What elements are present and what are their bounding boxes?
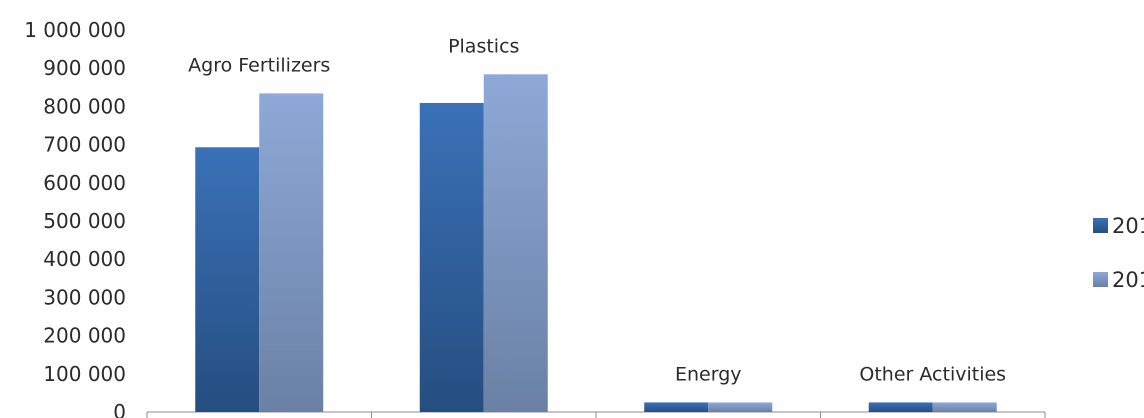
y-tick-label: 600 000 — [43, 171, 126, 195]
y-tick-label: 700 000 — [43, 133, 126, 157]
legend-label: 2016 — [1112, 214, 1144, 238]
legend-swatch — [1093, 272, 1108, 287]
category-label: Other Activities — [859, 363, 1006, 385]
bar-2016 — [195, 147, 260, 413]
category-label: Energy — [675, 363, 742, 385]
legend-swatch — [1093, 218, 1108, 233]
y-tick-label: 500 000 — [43, 209, 126, 233]
bar-2016 — [419, 102, 484, 412]
bar-2016 — [868, 402, 933, 412]
bar-2016 — [644, 402, 709, 412]
y-tick-label: 800 000 — [43, 94, 126, 118]
legend-label: 2015 — [1112, 268, 1144, 292]
bar-2015 — [708, 402, 773, 412]
y-tick-label: 0 — [113, 400, 126, 418]
y-tick-label: 100 000 — [43, 362, 126, 386]
y-tick-label: 200 000 — [43, 324, 126, 348]
category-label: Agro Fertilizers — [188, 54, 330, 76]
y-tick-label: 400 000 — [43, 247, 126, 271]
category-label: Plastics — [448, 35, 519, 57]
bar-2015 — [932, 402, 997, 412]
bar-2015 — [483, 74, 548, 412]
y-tick-label: 1 000 000 — [24, 18, 126, 42]
y-tick-label: 300 000 — [43, 285, 126, 309]
bar-2015 — [259, 93, 324, 413]
y-tick-label: 900 000 — [43, 56, 126, 80]
